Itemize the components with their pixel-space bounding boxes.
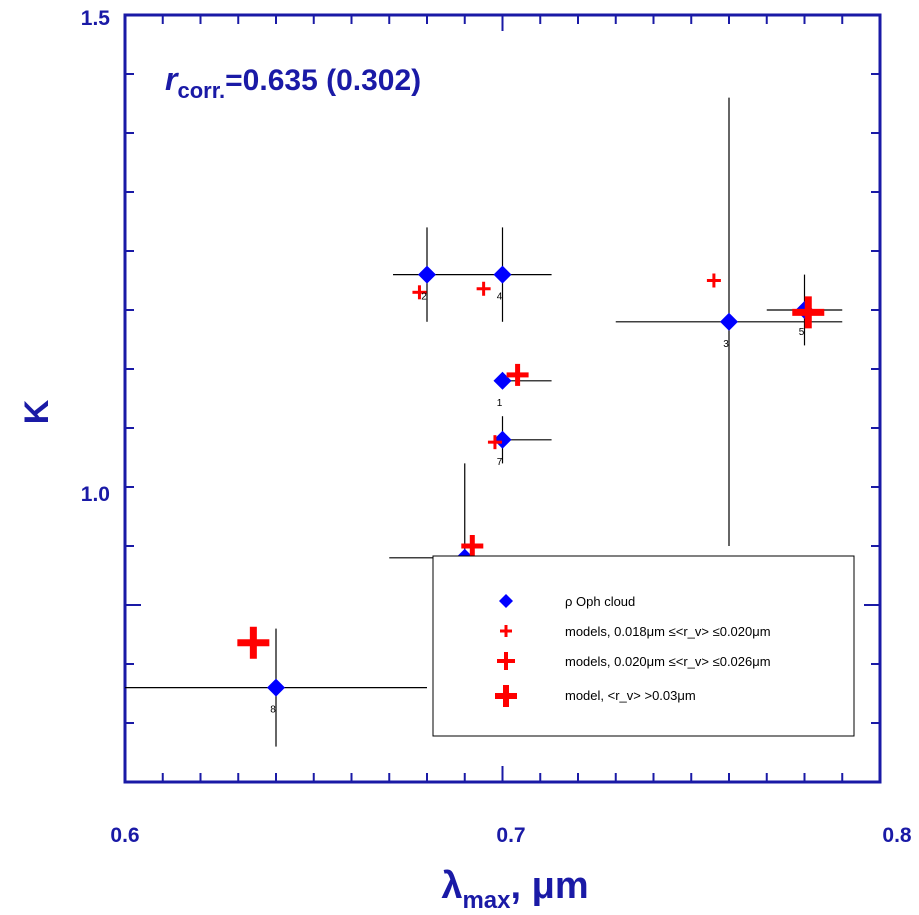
model-point-cross-large [237,626,270,659]
model-point-cross-medium [461,535,484,557]
legend-label-models-small: models, 0.018μm ≤<r_v> ≤0.020μm [565,624,771,639]
y-tick-label-1.0: 1.0 [81,483,110,506]
point-id-label: 7 [497,457,503,468]
x-axis-label-symbol: λ [441,865,462,907]
cross-bar-vertical [504,625,508,637]
observed-point [493,265,512,284]
x-axis-label: λmax, μm [441,865,588,914]
observed-point [493,430,512,449]
point-id-label: 5 [799,327,805,338]
point-id-label: 3 [723,339,729,350]
cross-bar-vertical [804,296,812,329]
legend: ρ Oph cloud models, 0.018μm ≤<r_v> ≤0.02… [432,555,855,737]
point-id-label: 2 [421,292,427,303]
cross-bar-vertical [482,281,486,296]
model-points [237,273,825,659]
x-tick-label-0.6: 0.6 [110,824,139,847]
correlation-subscript: corr. [177,78,225,103]
point-id-label: 4 [497,292,503,303]
correlation-value: =0.635 (0.302) [225,64,421,97]
x-tick-label-0.7: 0.7 [496,824,525,847]
model-point-cross-small [476,281,491,296]
model-point-cross-large [792,296,825,329]
y-tick-label-1.5: 1.5 [81,7,111,30]
correlation-symbol: r [165,61,179,97]
cross-bar-vertical [469,535,475,557]
observed-point [267,678,285,697]
cross-bar-vertical [493,435,497,450]
legend-label-model-large: model, <r_v> >0.03μm [565,688,696,703]
correlation-annotation: rcorr.=0.635 (0.302) [165,61,421,103]
legend-label-models-medium: models, 0.020μm ≤<r_v> ≤0.026μm [565,654,771,669]
cross-bar-vertical [417,285,421,300]
model-point-cross-small [412,285,427,300]
observed-point [418,265,436,284]
cross-bar-vertical [503,685,509,707]
x-tick-label-0.8: 0.8 [882,824,912,847]
legend-marker-models-small [500,625,512,637]
model-point-cross-medium [506,363,529,386]
legend-marker-model-large [495,685,517,707]
cross-bar-vertical [504,652,508,670]
cross-bar-vertical [515,363,521,386]
legend-marker-observed [499,594,513,608]
axis-ticks [124,14,881,783]
point-id-label: 8 [270,705,276,716]
model-point-cross-small [706,273,721,288]
y-axis-label: K [18,399,56,424]
model-point-cross-small [487,435,502,450]
x-axis-label-subscript: max [462,887,511,914]
legend-marker-models-medium [497,652,515,670]
cross-bar-vertical [712,273,716,288]
legend-label-observed: ρ Oph cloud [565,594,635,609]
legend-box [432,555,855,737]
observed-point [720,312,738,331]
x-axis-label-unit: , μm [511,865,589,907]
point-id-label: 1 [497,398,503,409]
cross-bar-vertical [249,626,257,659]
